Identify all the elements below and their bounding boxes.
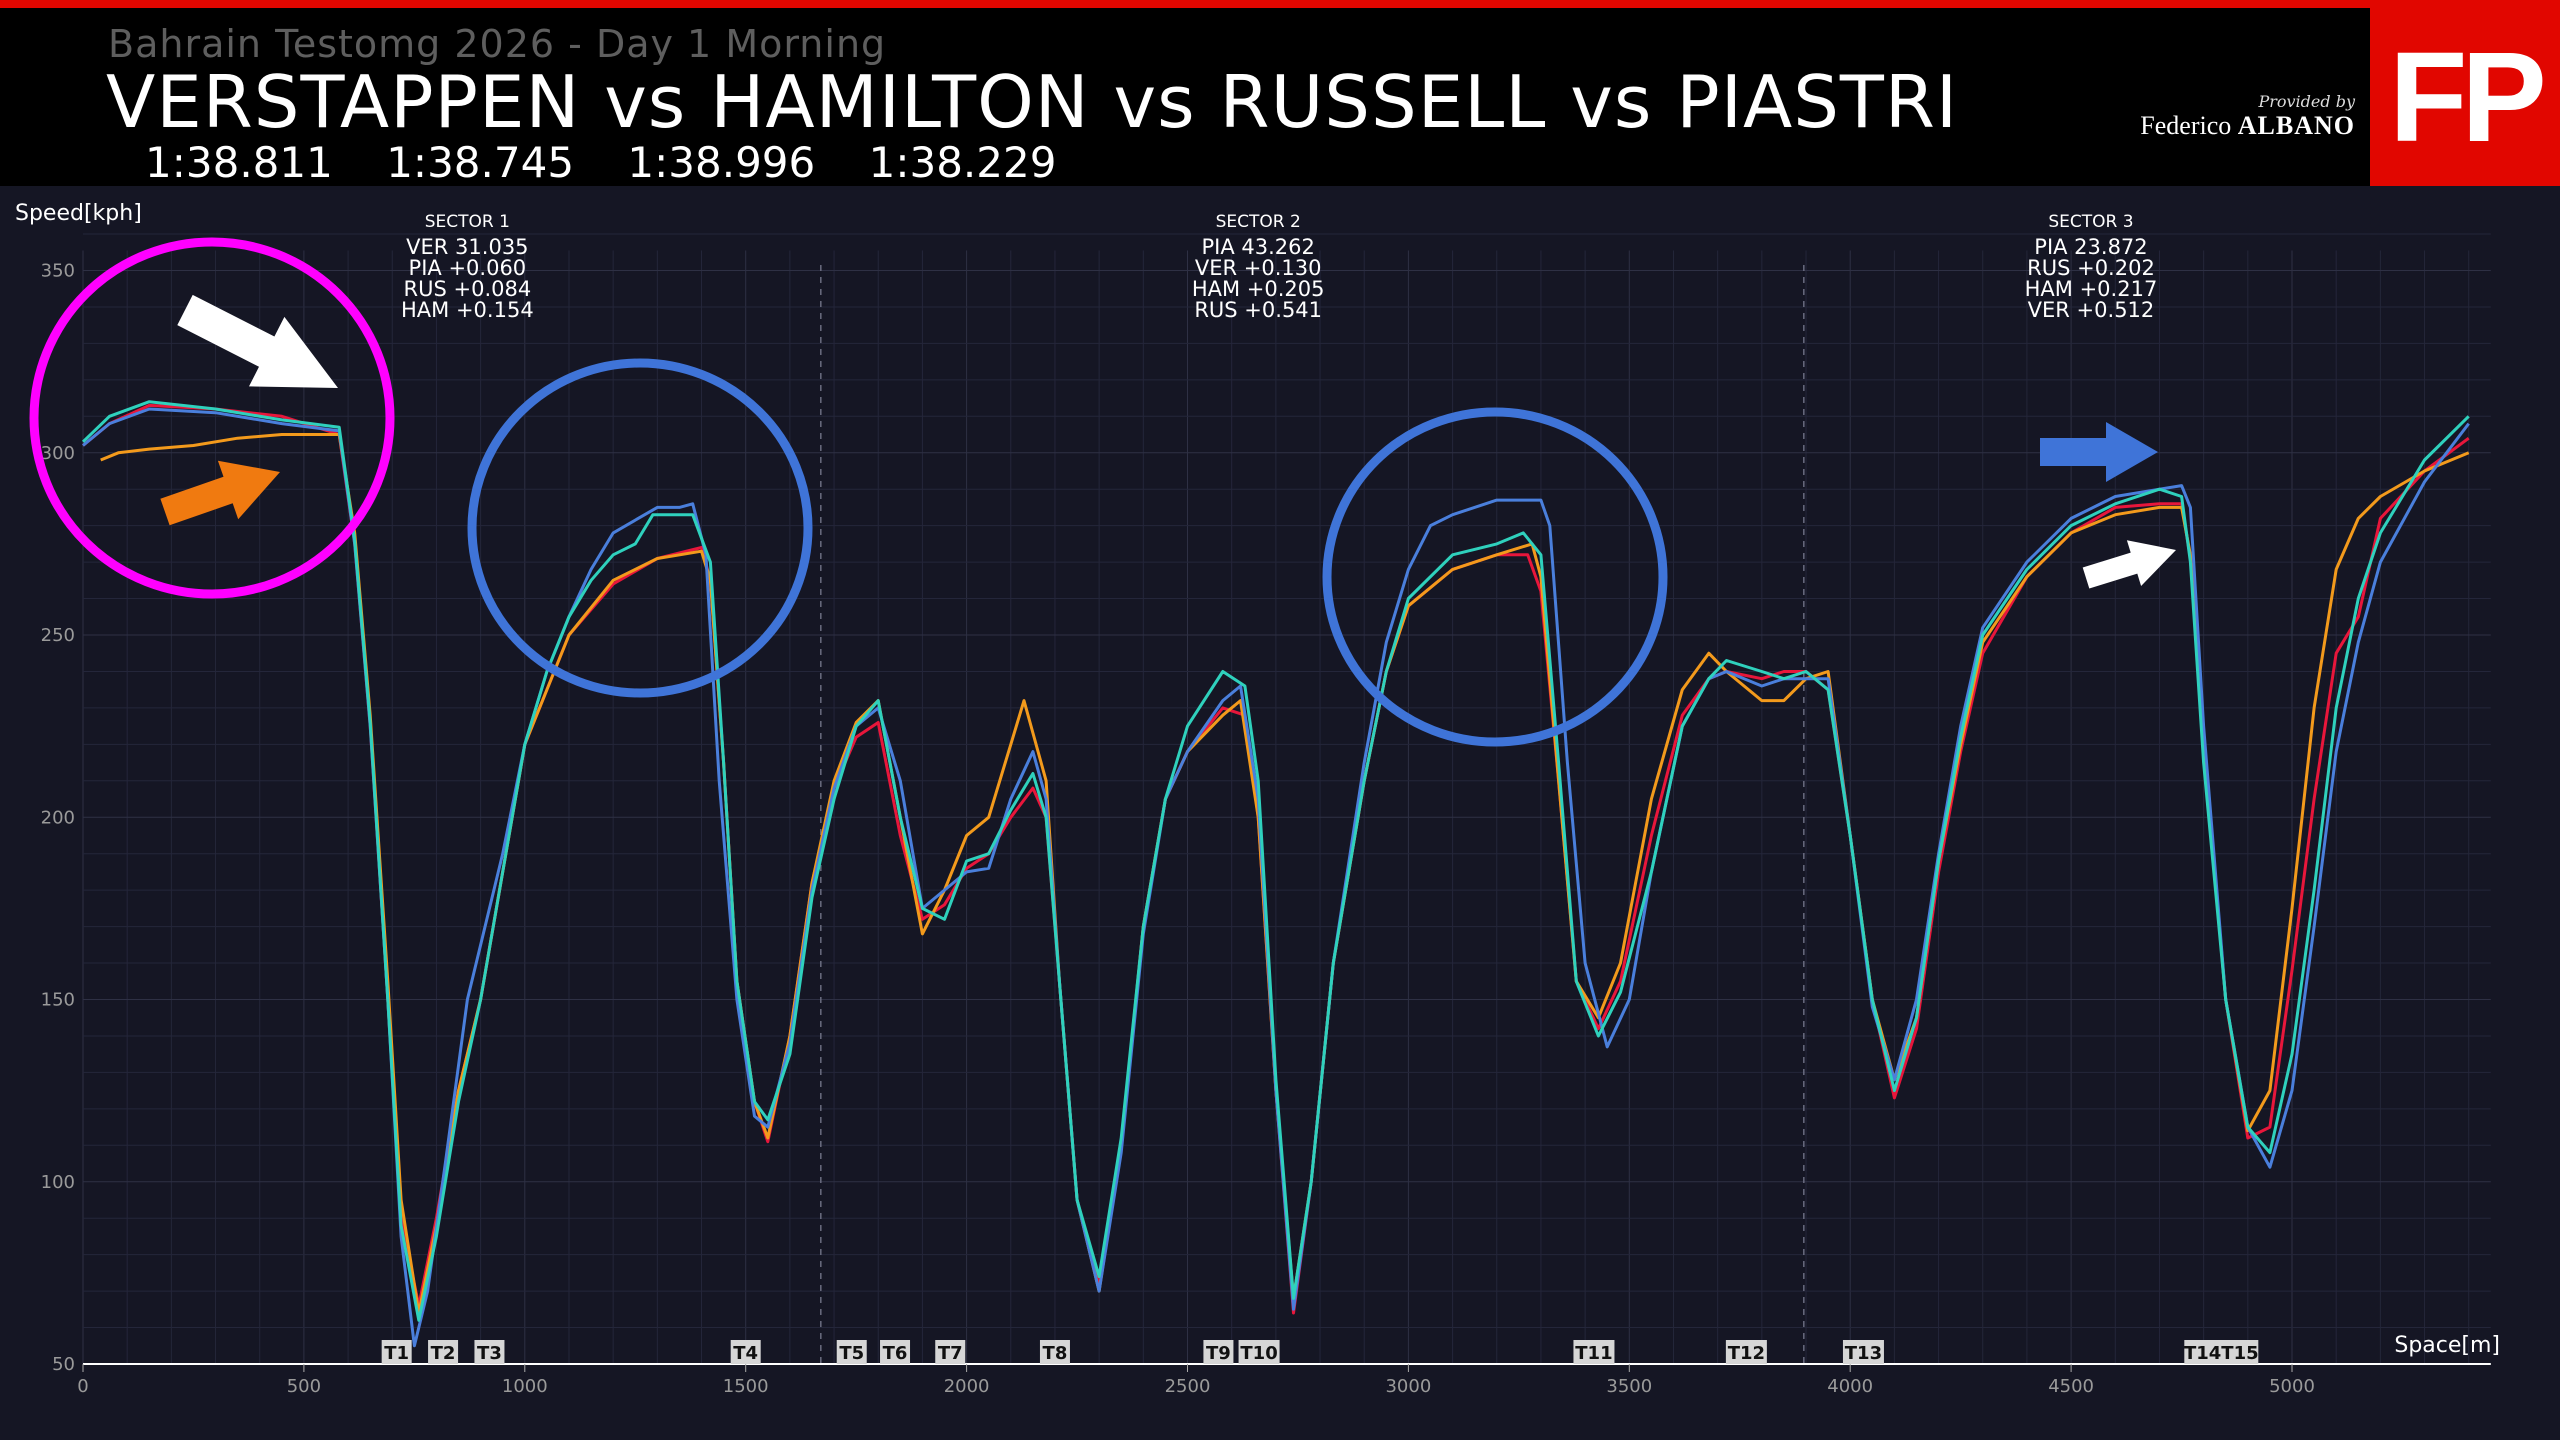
turn-label: T3: [477, 1343, 502, 1364]
turn-label-box: [428, 1340, 459, 1364]
credit-last-name: ALBANO: [2237, 111, 2355, 140]
turn-label: T2: [431, 1343, 456, 1364]
turn-label-box: [381, 1340, 412, 1364]
turn-label-box: [1203, 1340, 1234, 1364]
turn-label: T13: [1845, 1343, 1882, 1364]
turn-label: T9: [1206, 1343, 1231, 1364]
sector-time-row: RUS +0.541: [1194, 298, 1322, 322]
turn-label-box: [880, 1340, 911, 1364]
credit-first-name: Federico: [2140, 111, 2232, 140]
turn-label-box: [935, 1340, 966, 1364]
lap-time-russell: 1:38.996: [627, 138, 816, 187]
sector-label: SECTOR 1: [425, 212, 510, 232]
turn-label: T11: [1575, 1343, 1612, 1364]
x-tick-label: 1000: [502, 1376, 548, 1397]
sector-time-row: HAM +0.205: [1192, 277, 1325, 301]
x-tick-label: 1500: [723, 1376, 769, 1397]
y-tick-label: 300: [41, 443, 75, 464]
turn-labels: T1 T2 T3 T4 T5 T6 T7 T8 T9 T10 T11 T12 T13 T14T15: [381, 1340, 2259, 1364]
x-tick-label: 500: [287, 1376, 321, 1397]
logo-text: FP: [2389, 25, 2547, 169]
sector-time-row: HAM +0.217: [2025, 277, 2158, 301]
turn-label-box: [2184, 1340, 2259, 1364]
y-tick-label: 100: [41, 1172, 75, 1193]
turn-label: T12: [1728, 1343, 1765, 1364]
sector-label: SECTOR 2: [1216, 212, 1301, 232]
lap-time-hamilton: 1:38.745: [386, 138, 575, 187]
credit-provided-by: Provided by: [2258, 92, 2355, 111]
blue-arrow: [2040, 422, 2158, 482]
credit-name: Federico ALBANO: [2140, 111, 2355, 141]
y-tick-label: 250: [41, 625, 75, 646]
sector-label: SECTOR 3: [2048, 212, 2133, 232]
y-tick-label: 50: [52, 1354, 75, 1375]
header: Bahrain Testomg 2026 - Day 1 Morning VER…: [0, 8, 2370, 187]
turn-label: T4: [733, 1343, 758, 1364]
x-tick-label: 2500: [1165, 1376, 1211, 1397]
x-tick-label: 5000: [2269, 1376, 2315, 1397]
sector-time-row: VER 31.035: [406, 235, 528, 259]
x-tick-label: 3000: [1385, 1376, 1431, 1397]
turn-label-box: [474, 1340, 505, 1364]
turn-label-box: [730, 1340, 761, 1364]
sector-time-row: HAM +0.154: [401, 298, 534, 322]
turn-label: T1: [384, 1343, 409, 1364]
lap-time-piastri: 1:38.229: [868, 138, 1057, 187]
highlight-circle-blue-2: [1322, 407, 1668, 747]
orange-arrow: [160, 460, 280, 526]
turn-label: T8: [1043, 1343, 1068, 1364]
white-arrow-top: [177, 294, 338, 388]
x-tick-label: 3500: [1606, 1376, 1652, 1397]
lap-times: 1:38.811 1:38.745 1:38.996 1:38.229: [145, 138, 1096, 187]
turn-label: T5: [839, 1343, 864, 1364]
sector-time-row: VER +0.130: [1195, 256, 1322, 280]
y-tick-label: 200: [41, 807, 75, 828]
y-tick-label: 350: [41, 261, 75, 282]
y-axis-label: Speed[kph]: [15, 201, 142, 226]
x-tick-label: 4500: [2048, 1376, 2094, 1397]
turn-label: T10: [1240, 1343, 1277, 1364]
turn-label-box: [1039, 1340, 1070, 1364]
turn-label: T14T15: [2184, 1343, 2259, 1364]
sector-time-row: PIA 43.262: [1201, 235, 1314, 259]
white-arrow-right: [2082, 540, 2176, 589]
turn-label: T6: [883, 1343, 908, 1364]
y-tick-label: 150: [41, 990, 75, 1011]
x-tick-label: 2000: [944, 1376, 990, 1397]
sector-time-row: PIA 23.872: [2034, 235, 2147, 259]
fp-logo: FP: [2370, 8, 2560, 186]
x-tick-label: 0: [77, 1376, 88, 1397]
annotations: [29, 237, 2176, 747]
chart-title: VERSTAPPEN vs HAMILTON vs RUSSELL vs PIA…: [106, 60, 1959, 144]
sector-time-row: VER +0.512: [2028, 298, 2155, 322]
sector-time-row: RUS +0.202: [2027, 256, 2155, 280]
highlight-circle-magenta: [29, 237, 395, 599]
turn-label-box: [836, 1340, 867, 1364]
sector-time-row: RUS +0.084: [404, 277, 532, 301]
x-axis-label: Space[m]: [2394, 1333, 2500, 1358]
turn-label-box: [1842, 1340, 1884, 1364]
turn-label-box: [1238, 1340, 1280, 1364]
turn-label-box: [1725, 1340, 1767, 1364]
sector-time-row: PIA +0.060: [409, 256, 527, 280]
turn-label: T7: [938, 1343, 963, 1364]
highlight-circle-blue-1: [467, 358, 813, 698]
top-accent-bar: [0, 0, 2560, 8]
credit: Provided by Federico ALBANO: [2140, 92, 2355, 141]
lap-time-verstappen: 1:38.811: [145, 138, 333, 187]
chart-grid: [82, 233, 2491, 1365]
chart-axes: 0 500 1000 1500 2000 2500 3000 3500 4000 4500 5000…: [15, 201, 2500, 1397]
turn-label-box: [1573, 1340, 1615, 1364]
speed-trace-series-4: [81, 400, 2470, 1322]
x-tick-label: 4000: [1827, 1376, 1873, 1397]
chart-subtitle: Bahrain Testomg 2026 - Day 1 Morning: [108, 22, 887, 66]
